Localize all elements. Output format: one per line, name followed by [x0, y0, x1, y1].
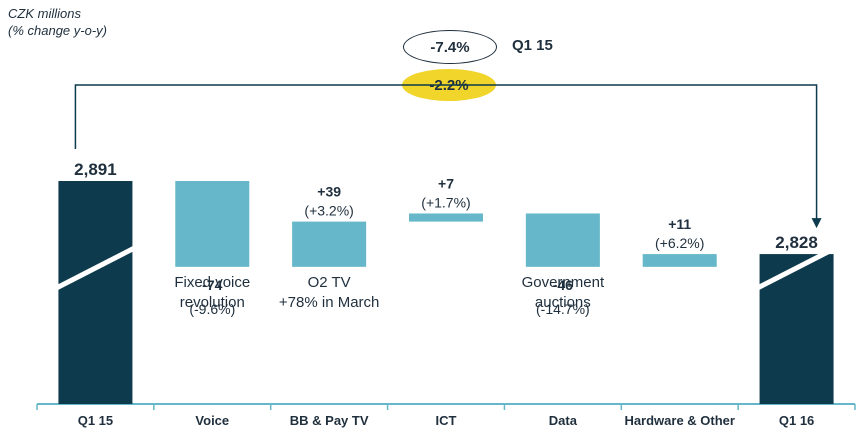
axis-break-slash: [756, 245, 837, 291]
category-label: ICT: [436, 413, 457, 428]
category-label: Hardware & Other: [624, 413, 735, 428]
annotation-text: O2 TV: [308, 274, 351, 291]
annotation-text: Government: [522, 274, 605, 291]
pct-label: (-9.6%): [189, 301, 235, 317]
annotation-text: auctions: [535, 294, 591, 311]
bar-delta: [292, 221, 367, 267]
prior-change-bubble: -7.4%: [403, 30, 497, 64]
unit-sublabel: (% change y-o-y): [8, 23, 107, 38]
bar-delta: [642, 254, 717, 267]
pct-label: (+6.2%): [655, 235, 704, 251]
bar-total: [759, 254, 834, 404]
arrow-head-icon: [811, 218, 822, 229]
bar-delta: [525, 213, 600, 267]
value-label: 2,828: [775, 233, 818, 252]
category-label: Voice: [195, 413, 229, 428]
category-label: BB & Pay TV: [290, 413, 369, 428]
value-label: 2,891: [74, 160, 117, 179]
axis-break-slash: [55, 245, 136, 291]
pct-label: (+3.2%): [304, 203, 353, 219]
category-label: Q1 16: [779, 413, 814, 428]
value-label: -74: [202, 277, 222, 293]
pct-label: (+1.7%): [421, 194, 470, 210]
pct-label: (-14.7%): [536, 301, 590, 317]
bar-delta: [175, 181, 250, 267]
value-label: +39: [317, 184, 341, 200]
category-label: Data: [549, 413, 578, 428]
annotation-text: revolution: [180, 294, 245, 311]
annotation-text: Fixed voice: [174, 274, 250, 291]
category-label: Q1 15: [78, 413, 113, 428]
bar-total: [58, 181, 133, 404]
value-label: +7: [438, 175, 454, 191]
unit-label: CZK millions: [8, 6, 81, 21]
value-label: +11: [668, 216, 691, 232]
bracket-connector: [74, 84, 818, 225]
bar-delta: [409, 213, 483, 222]
prior-period-label: Q1 15: [512, 37, 553, 54]
value-label: -46: [553, 277, 573, 293]
annotation-text: +78% in March: [279, 294, 379, 311]
